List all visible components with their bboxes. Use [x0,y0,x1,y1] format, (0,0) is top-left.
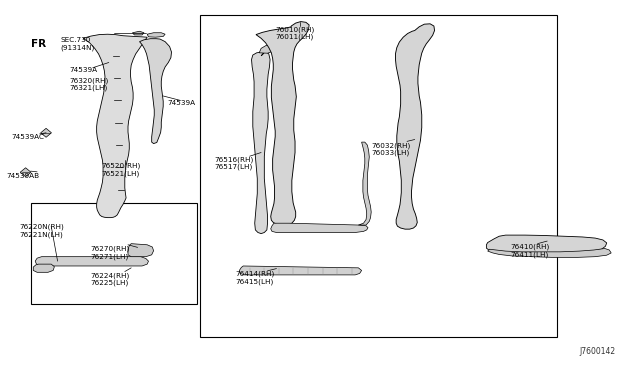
Text: 74539AC: 74539AC [12,134,45,140]
Text: 76270(RH)
76271(LH): 76270(RH) 76271(LH) [91,246,130,260]
Polygon shape [486,235,607,254]
Polygon shape [83,34,147,218]
Polygon shape [41,128,51,137]
Text: SEC.730
(91314N): SEC.730 (91314N) [61,37,95,51]
Polygon shape [132,31,144,35]
Text: 76224(RH)
76225(LH): 76224(RH) 76225(LH) [91,272,130,286]
Polygon shape [147,33,165,37]
Text: J7600142: J7600142 [579,347,615,356]
Polygon shape [140,39,172,144]
Text: 74539AB: 74539AB [6,173,40,179]
Polygon shape [259,45,274,53]
Text: 76220N(RH)
76221N(LH): 76220N(RH) 76221N(LH) [19,224,64,238]
Text: 74539A: 74539A [168,100,196,106]
Polygon shape [271,223,368,232]
Text: 76520(RH)
76521(LH): 76520(RH) 76521(LH) [101,163,140,177]
Polygon shape [256,22,309,226]
Polygon shape [128,244,154,257]
Text: FR: FR [31,39,46,49]
Polygon shape [33,264,54,272]
Polygon shape [396,24,435,229]
Text: 76010(RH)
76011(LH): 76010(RH) 76011(LH) [275,26,314,40]
Text: 76414(RH)
76415(LH): 76414(RH) 76415(LH) [236,271,275,285]
Polygon shape [20,168,31,177]
Text: 76320(RH)
76321(LH): 76320(RH) 76321(LH) [69,77,108,91]
Polygon shape [488,248,611,257]
Text: 76516(RH)
76517(LH): 76516(RH) 76517(LH) [214,156,253,170]
Text: 76410(RH)
76411(LH): 76410(RH) 76411(LH) [511,244,550,258]
Text: 74539A: 74539A [69,67,97,73]
Polygon shape [252,51,270,234]
Text: 76032(RH)
76033(LH): 76032(RH) 76033(LH) [371,142,410,156]
Polygon shape [358,142,371,225]
Polygon shape [239,266,362,275]
Polygon shape [35,257,148,266]
